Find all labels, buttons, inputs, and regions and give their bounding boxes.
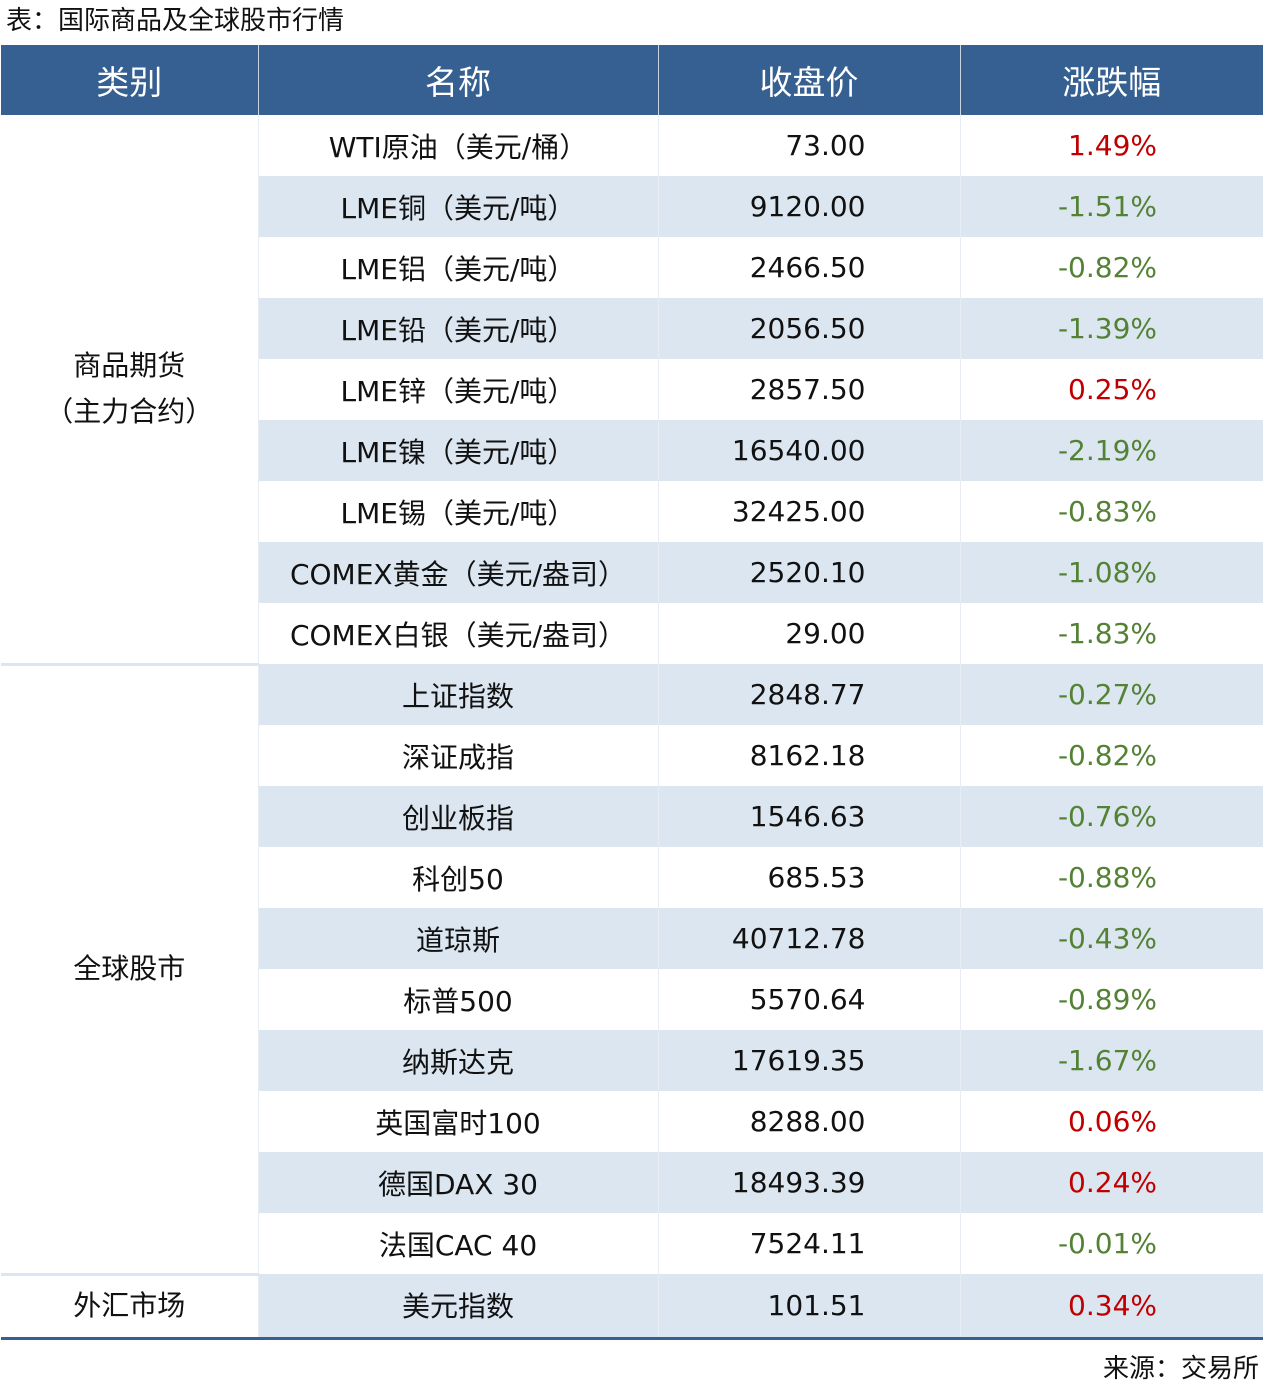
table-title: 表：国际商品及全球股市行情 (6, 6, 345, 36)
change-cell: -0.01% (959, 1213, 1263, 1274)
table-row: 标普500 5570.64 -0.89% (1, 969, 1263, 1030)
price-cell: 1546.63 (657, 786, 960, 847)
name-cell: LME铝（美元/吨） (257, 237, 658, 298)
name-cell: 法国CAC 40 (257, 1213, 658, 1274)
price-cell: 18493.39 (657, 1152, 960, 1213)
change-cell: 0.25% (959, 359, 1263, 420)
price-cell: 2056.50 (657, 298, 960, 359)
category-cell: 外汇市场 (1, 1274, 258, 1340)
name-cell: 创业板指 (257, 786, 658, 847)
table-row: COMEX黄金（美元/盎司） 2520.10 -1.08% (1, 542, 1263, 603)
price-cell: 8288.00 (657, 1091, 960, 1152)
price-cell: 16540.00 (657, 420, 960, 481)
price-cell: 9120.00 (657, 176, 960, 237)
price-cell: 2466.50 (657, 237, 960, 298)
table-row: 创业板指 1546.63 -0.76% (1, 786, 1263, 847)
change-cell: -0.89% (959, 969, 1263, 1030)
table-row: 全球股市 上证指数 2848.77 -0.27% (1, 664, 1263, 1276)
name-cell: 标普500 (257, 969, 658, 1030)
change-cell: -1.51% (959, 176, 1263, 237)
price-cell: 5570.64 (657, 969, 960, 1030)
header-change: 涨跌幅 (959, 45, 1263, 115)
header-category: 类别 (1, 45, 258, 115)
name-cell: 英国富时100 (257, 1091, 658, 1152)
table-row: LME铅（美元/吨） 2056.50 -1.39% (1, 298, 1263, 359)
price-cell: 2520.10 (657, 542, 960, 603)
table-row: LME铝（美元/吨） 2466.50 -0.82% (1, 237, 1263, 298)
price-cell: 7524.11 (657, 1213, 960, 1274)
change-cell: -0.43% (959, 908, 1263, 969)
name-cell: 科创50 (257, 847, 658, 908)
table-row: LME锌（美元/吨） 2857.50 0.25% (1, 359, 1263, 420)
name-cell: COMEX黄金（美元/盎司） (257, 542, 658, 603)
name-cell: WTI原油（美元/桶） (257, 115, 658, 176)
change-cell: -1.83% (959, 603, 1263, 664)
table-row: COMEX白银（美元/盎司） 29.00 -1.83% (1, 603, 1263, 664)
name-cell: 德国DAX 30 (257, 1152, 658, 1213)
change-cell: -1.39% (959, 298, 1263, 359)
table-row: 深证成指 8162.18 -0.82% (1, 725, 1263, 786)
name-cell: LME锡（美元/吨） (257, 481, 658, 542)
table-row: 纳斯达克 17619.35 -1.67% (1, 1030, 1263, 1091)
table-row: 英国富时100 8288.00 0.06% (1, 1091, 1263, 1152)
table-row: LME铜（美元/吨） 9120.00 -1.51% (1, 176, 1263, 237)
table-row: 外汇市场 美元指数 101.51 0.34% (1, 1274, 1263, 1340)
name-cell: 深证成指 (257, 725, 658, 786)
market-table: 类别 名称 收盘价 涨跌幅 商品期货 （主力合约） WTI原油（美元/桶） 73.00… (1, 45, 1263, 1340)
name-cell: LME铜（美元/吨） (257, 176, 658, 237)
price-cell: 685.53 (657, 847, 960, 908)
change-cell: -2.19% (959, 420, 1263, 481)
price-cell: 101.51 (657, 1274, 960, 1340)
header-name: 名称 (257, 45, 658, 115)
price-cell: 29.00 (657, 603, 960, 664)
price-cell: 2848.77 (657, 664, 960, 725)
name-cell: LME铅（美元/吨） (257, 298, 658, 359)
change-cell: -0.82% (959, 725, 1263, 786)
name-cell: COMEX白银（美元/盎司） (257, 603, 658, 664)
table-row: 商品期货 （主力合约） WTI原油（美元/桶） 73.00 1.49% (1, 115, 1263, 666)
price-cell: 2857.50 (657, 359, 960, 420)
name-cell: 上证指数 (257, 664, 658, 725)
name-cell: LME镍（美元/吨） (257, 420, 658, 481)
name-cell: 美元指数 (257, 1274, 658, 1340)
change-cell: 0.06% (959, 1091, 1263, 1152)
change-cell: -0.82% (959, 237, 1263, 298)
header-close-price: 收盘价 (657, 45, 960, 115)
header-row: 类别 名称 收盘价 涨跌幅 (1, 45, 1263, 115)
price-cell: 73.00 (657, 115, 960, 176)
price-cell: 8162.18 (657, 725, 960, 786)
change-cell: -1.67% (959, 1030, 1263, 1091)
change-cell: -1.08% (959, 542, 1263, 603)
category-cell: 商品期货 （主力合约） (1, 115, 258, 666)
change-cell: -0.76% (959, 786, 1263, 847)
price-cell: 40712.78 (657, 908, 960, 969)
table-row: 法国CAC 40 7524.11 -0.01% (1, 1213, 1263, 1274)
change-cell: -0.27% (959, 664, 1263, 725)
name-cell: LME锌（美元/吨） (257, 359, 658, 420)
change-cell: -0.83% (959, 481, 1263, 542)
price-cell: 17619.35 (657, 1030, 960, 1091)
table-row: 科创50 685.53 -0.88% (1, 847, 1263, 908)
price-cell: 32425.00 (657, 481, 960, 542)
name-cell: 道琼斯 (257, 908, 658, 969)
name-cell: 纳斯达克 (257, 1030, 658, 1091)
change-cell: 0.24% (959, 1152, 1263, 1213)
source-note: 来源：交易所 (1102, 1354, 1259, 1384)
category-cell: 全球股市 (1, 664, 258, 1276)
table-row: 道琼斯 40712.78 -0.43% (1, 908, 1263, 969)
change-cell: -0.88% (959, 847, 1263, 908)
change-cell: 1.49% (959, 115, 1263, 176)
table-row: 德国DAX 30 18493.39 0.24% (1, 1152, 1263, 1213)
table-row: LME镍（美元/吨） 16540.00 -2.19% (1, 420, 1263, 481)
change-cell: 0.34% (959, 1274, 1263, 1340)
table-row: LME锡（美元/吨） 32425.00 -0.83% (1, 481, 1263, 542)
